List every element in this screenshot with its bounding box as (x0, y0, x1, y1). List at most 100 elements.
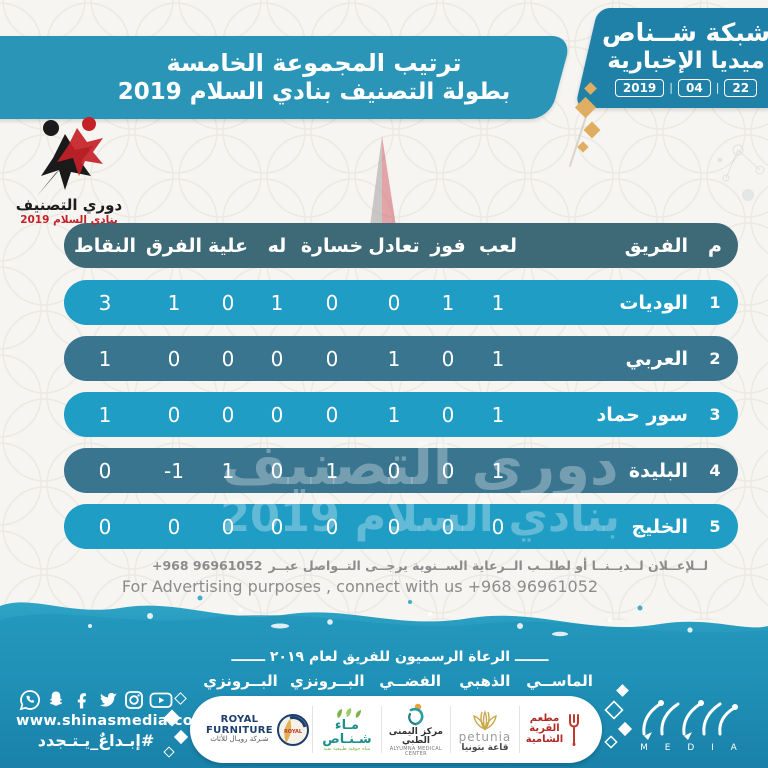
team-cell: الخليج (631, 515, 688, 538)
svg-text:ROYAL: ROYAL (284, 729, 303, 735)
advertising-line-english: For Advertising purposes , connect with … (121, 577, 599, 596)
tier-label-diamond: الماســي (526, 672, 593, 690)
against-cell: 1 (221, 458, 235, 483)
win-cell: 0 (441, 346, 455, 371)
league-logo: دوري التصنيف بنادي السلام 2019 (10, 112, 128, 226)
tier-label-gold: الذهبي (459, 672, 511, 690)
social-icons-row (16, 688, 176, 712)
col-header-draw: تعادل (368, 234, 420, 257)
table-row: 5 الخليج 0 0 0 0 0 0 0 0 (64, 504, 738, 549)
medical-person-icon (408, 703, 424, 726)
col-header-team: الفريق (624, 234, 688, 257)
media-brand-logo: M E D I A (600, 678, 750, 758)
network-name-line1: شبكة شــناص (601, 18, 768, 48)
against-cell: 0 (221, 402, 235, 427)
against-cell: 0 (221, 290, 235, 315)
date-month: 04 (678, 78, 711, 97)
col-header-played: لعب (479, 234, 517, 257)
sponsors-title: ـــــــ الرعاة الرسميون للفريق لعام ٢٠١٩… (231, 649, 549, 665)
date-day: 22 (724, 78, 758, 97)
sponsor-tier-labels: الماســي الذهبي الفضــي البــرونزي البــ… (196, 672, 600, 690)
poster-title-line1: ترتيب المجموعة الخامسة (166, 49, 462, 78)
footer-contact-block: www.shinasmedia.com #إبـداعٌ_يـتـجدد (16, 688, 209, 750)
played-cell: 1 (491, 402, 505, 427)
rank-cell: 4 (709, 461, 721, 480)
hashtag-slogan: #إبـداعٌ_يـتـجدد (37, 731, 155, 750)
poster-title-line2: بطولة التصنيف بنادي السلام 2019 (117, 79, 511, 106)
col-header-against: علية (207, 234, 248, 257)
col-header-points: النقاط (74, 234, 136, 257)
win-cell: 0 (441, 402, 455, 427)
royal-circle-icon: ROYAL (276, 713, 309, 746)
points-cell: 0 (98, 514, 112, 539)
col-header-rank: م (708, 234, 722, 257)
loss-cell: 0 (325, 514, 339, 539)
points-cell: 1 (98, 402, 112, 427)
network-name-line2: ميديا الإخبارية (607, 48, 765, 75)
sponsor-maa-shinas: مـاء شـنـاص مياه جوفية طبيعية نقية (311, 705, 381, 754)
youtube-icon (149, 692, 173, 708)
diff-cell: 1 (167, 290, 181, 315)
team-cell: الوديات (619, 291, 688, 314)
tier-label-bronze: البــرونزي (290, 672, 365, 690)
fork-icon (569, 713, 580, 746)
col-header-diff: الفرق (145, 234, 202, 257)
diff-cell: 0 (167, 346, 181, 371)
website-url: www.shinasmedia.com (16, 713, 209, 729)
team-cell: العربي (625, 347, 688, 370)
rank-cell: 5 (709, 517, 721, 536)
table-header-row: م الفريق لعب فوز تعادل خسارة له علية الف… (64, 223, 738, 268)
draw-cell: 0 (387, 514, 401, 539)
against-cell: 0 (221, 514, 235, 539)
loss-cell: 1 (325, 458, 339, 483)
flower-icon (473, 710, 497, 732)
tier-label-bronze: البــرونزي (203, 672, 278, 690)
advertising-line-arabic: لــلإعــلان لــديــنــا أو لطلــب الــرع… (152, 558, 709, 573)
draw-cell: 1 (387, 402, 401, 427)
facebook-icon (77, 693, 86, 709)
star-watermark-tip (370, 136, 396, 226)
against-cell: 0 (221, 346, 235, 371)
twitter-icon (100, 692, 117, 707)
team-cell: سور حماد (596, 403, 688, 426)
diff-cell: -1 (164, 458, 184, 483)
draw-cell: 0 (387, 290, 401, 315)
title-banner: ترتيب المجموعة الخامسة بطولة التصنيف بنا… (0, 36, 573, 119)
win-cell: 0 (441, 514, 455, 539)
league-logo-subtitle: بنادي السلام 2019 (20, 214, 118, 226)
diff-cell: 0 (167, 402, 181, 427)
for-cell: 0 (270, 402, 284, 427)
loss-cell: 0 (325, 402, 339, 427)
date-stamp: 2019 | 04 | 22 (614, 78, 758, 97)
points-cell: 1 (98, 346, 112, 371)
table-row: 2 العربي 1 0 1 0 0 0 0 1 (64, 336, 738, 381)
loss-cell: 0 (325, 290, 339, 315)
leaves-icon (337, 708, 361, 719)
col-header-win: فوز (430, 234, 466, 257)
sponsor-logos-strip: مطعم القرية الشامية petunia قاعة بتونيا (190, 696, 602, 763)
for-cell: 0 (270, 458, 284, 483)
col-header-loss: خسارة (300, 234, 364, 257)
rank-cell: 1 (709, 293, 721, 312)
played-cell: 1 (491, 290, 505, 315)
team-cell: البليدة (628, 459, 688, 482)
loss-cell: 0 (325, 346, 339, 371)
draw-cell: 0 (387, 458, 401, 483)
dancing-stars-icon (37, 117, 103, 196)
sponsor-petunia-hall: petunia قاعة بتونيا (449, 705, 519, 754)
draw-cell: 1 (387, 346, 401, 371)
table-row: 3 سور حماد 1 0 1 0 0 0 0 1 (64, 392, 738, 437)
sponsor-royal-furniture: ROYAL ROYAL FURNITURE شـركة رويـال للأثا… (204, 706, 312, 753)
date-year: 2019 (614, 78, 665, 97)
instagram-icon (125, 691, 143, 709)
table-row: 4 البليدة 1 0 0 1 0 1 -1 0 (64, 448, 738, 493)
tier-label-silver: الفضــي (379, 672, 442, 690)
for-cell: 1 (270, 290, 284, 315)
date-separator: | (715, 81, 720, 95)
table-row: 1 الوديات 1 1 0 0 1 0 1 3 (64, 280, 738, 325)
for-cell: 0 (270, 514, 284, 539)
points-cell: 0 (98, 458, 112, 483)
sponsor-shami-restaurant: مطعم القرية الشامية (518, 705, 588, 754)
sponsor-alyumna-medical: مركز اليمنى الطبي ALYUMNA MEDICAL CENTER (380, 703, 450, 756)
league-logo-title: دوري التصنيف (15, 196, 123, 214)
